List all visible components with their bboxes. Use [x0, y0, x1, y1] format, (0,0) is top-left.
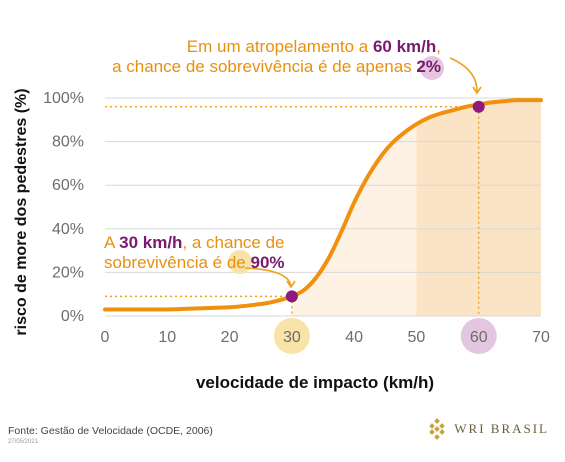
annotation-highlight: 30 km/h — [119, 233, 182, 252]
y-tick-label: 60% — [52, 177, 84, 194]
gridlines — [105, 97, 541, 317]
x-tick-label: 40 — [345, 329, 363, 346]
y-tick-label: 40% — [52, 221, 84, 238]
x-tick-label: 30 — [283, 329, 301, 346]
x-axis-ticks: 0 10 20 30 40 50 60 70 — [101, 329, 550, 346]
x-tick-label: 20 — [221, 329, 239, 346]
y-tick-label: 20% — [52, 264, 84, 281]
y-tick-label: 0% — [61, 308, 84, 325]
annotation-text: A — [104, 233, 119, 252]
source-note: Fonte: Gestão de Velocidade (OCDE, 2006) — [8, 425, 213, 437]
y-tick-label: 80% — [52, 134, 84, 151]
wri-brasil-logo: WRI BRASIL — [426, 418, 549, 440]
annotation-highlight: 60 km/h — [373, 37, 436, 56]
annotation-text: sobrevivência é de — [104, 253, 250, 272]
tick-highlight-circle — [460, 318, 497, 354]
highlight-points — [285, 100, 485, 303]
x-tick-label: 60 — [470, 329, 488, 346]
y-tick-label: 100% — [43, 90, 84, 107]
x-tick-label: 10 — [158, 329, 176, 346]
annotation-text: a chance de sobrevivência é de apenas — [112, 57, 416, 76]
y-axis-ticks: 0% 20% 40% 60% 80% 100% — [43, 90, 84, 325]
tick-highlight-circle — [273, 318, 310, 354]
annotation-highlight: 2% — [416, 57, 441, 76]
percentage-bubble — [420, 56, 444, 80]
highlight-point — [472, 100, 485, 113]
arrow-head-icon — [286, 280, 296, 289]
annotation-arrow — [449, 57, 478, 94]
shaded-regions — [291, 100, 541, 317]
x-tick-label: 70 — [532, 329, 550, 346]
annotation-arrow — [244, 267, 292, 288]
logo-text: WRI BRASIL — [454, 421, 549, 436]
annotation-text: , — [436, 37, 441, 56]
annotation-line: A 30 km/h, a chance de — [104, 233, 285, 252]
shaded-region-0 — [291, 124, 417, 316]
pedestrian-risk-chart: 0 10 20 30 40 50 60 70 0% 20% 40% 60% 80% 100% A 30 … — [13, 37, 550, 392]
annotation-line: sobrevivência é de 90% — [104, 253, 285, 272]
arrow-head-icon — [472, 86, 482, 95]
x-axis-label: velocidade de impacto (km/h) — [196, 373, 434, 392]
wri-brasil-logo-icon — [429, 418, 446, 440]
annotation-text: , a chance de — [182, 233, 284, 252]
highlight-point — [285, 290, 298, 303]
annotation-text: Em um atropelamento a — [187, 37, 373, 56]
annotation-line: a chance de sobrevivência é de apenas 2% — [112, 57, 441, 76]
highlighted-tick-circles — [273, 318, 497, 354]
guide-lines — [105, 106, 480, 316]
y-axis-label: risco de more dos pedestres (%) — [13, 88, 30, 335]
x-tick-label: 50 — [408, 329, 426, 346]
date-note: 27/05/2021 — [8, 439, 39, 445]
annotation-line: Em um atropelamento a 60 km/h, — [187, 37, 441, 56]
x-tick-label: 0 — [101, 329, 110, 346]
annotation-1: Em um atropelamento a 60 km/h,a chance d… — [112, 37, 482, 95]
annotation-highlight: 90% — [250, 253, 284, 272]
